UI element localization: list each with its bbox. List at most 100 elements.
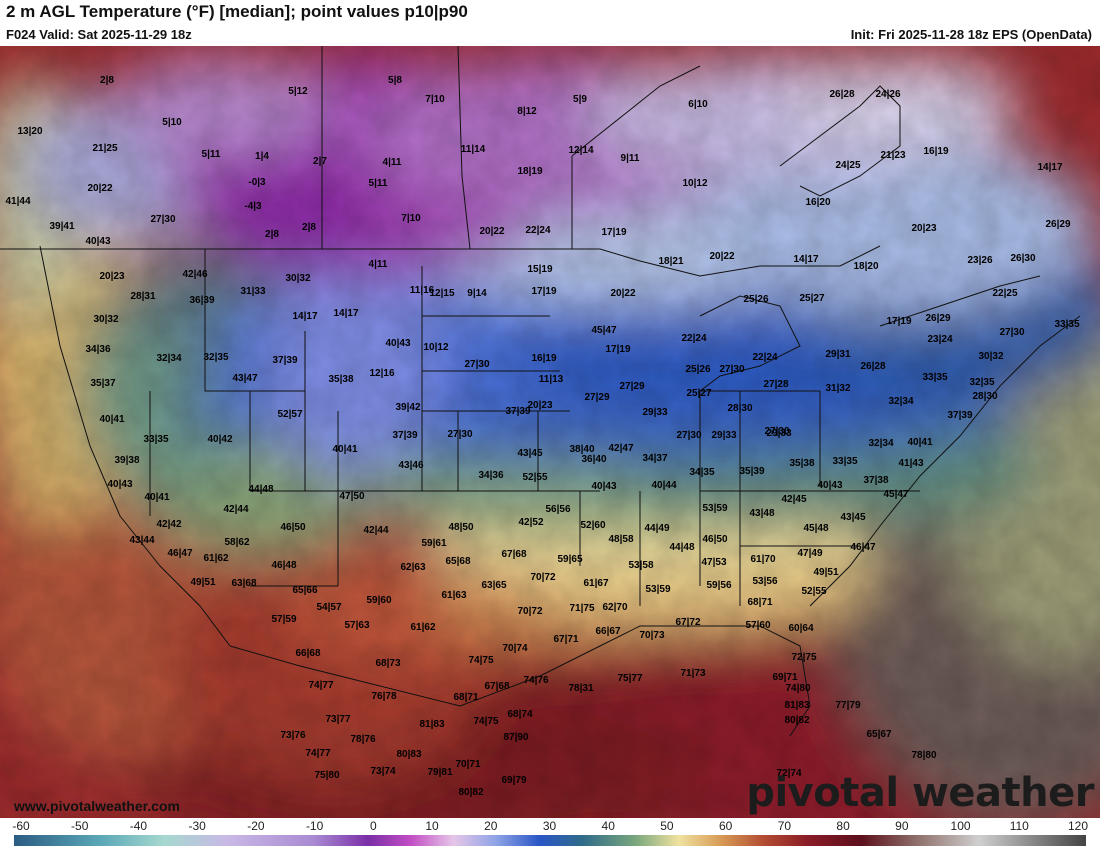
point-value: 5|12 <box>288 86 308 97</box>
point-value: 30|32 <box>93 314 119 325</box>
point-value: 66|68 <box>295 648 321 659</box>
point-value: 29|33 <box>711 430 737 441</box>
colorbar-tick-label: -20 <box>247 819 265 833</box>
point-value: 70|73 <box>639 630 665 641</box>
point-value: 59|60 <box>366 595 392 606</box>
point-value: 46|48 <box>271 560 297 571</box>
point-value: 57|59 <box>271 614 297 625</box>
point-value: 33|35 <box>1054 319 1080 330</box>
point-value: 42|44 <box>363 525 389 536</box>
point-value: 81|83 <box>784 700 810 711</box>
point-value: 52|60 <box>580 520 606 531</box>
point-value: 67|68 <box>501 549 527 560</box>
point-value: 47|53 <box>701 557 727 568</box>
point-value: 31|33 <box>240 286 266 297</box>
temperature-map: 2|8 5|12 5|8 7|10 5|9 6|10 26|28 24|26 13|20 5|10… <box>0 46 1100 818</box>
colorbar-tick-label: -30 <box>188 819 206 833</box>
point-value: 81|83 <box>419 719 445 730</box>
point-value: 43|48 <box>749 508 775 519</box>
point-value: 61|70 <box>750 554 776 565</box>
point-value: 57|63 <box>344 620 370 631</box>
temperature-field <box>0 46 1100 818</box>
init-time: Init: Fri 2025-11-28 18z EPS (OpenData) <box>850 27 1092 42</box>
point-value: 21|25 <box>92 143 118 154</box>
point-value: 26|28 <box>829 89 855 100</box>
point-value: 44|49 <box>644 523 670 534</box>
point-value: 20|22 <box>87 183 113 194</box>
point-value: 17|19 <box>886 316 912 327</box>
point-value: 74|76 <box>523 675 549 686</box>
point-value: 27|29 <box>619 381 645 392</box>
point-value: 46|47 <box>850 542 876 553</box>
colorbar-ticks: -60 -50 -40 -30 -20 -10 0 10 20 30 40 50 60 70 80 90 100… <box>0 819 1100 833</box>
point-value: 10|12 <box>682 178 708 189</box>
point-value: 37|39 <box>392 430 418 441</box>
point-value: 5|10 <box>162 117 182 128</box>
colorbar-tick-label: 0 <box>369 819 377 833</box>
point-value: 35|38 <box>789 458 815 469</box>
point-value: 2|8 <box>302 222 316 233</box>
point-value: 9|11 <box>620 153 640 164</box>
point-value: 27|30 <box>676 430 702 441</box>
colorbar: -60 -50 -40 -30 -20 -10 0 10 20 30 40 50 60 70 80 90 100… <box>0 818 1100 850</box>
point-value: 80|82 <box>458 787 484 798</box>
point-value: 53|56 <box>752 576 778 587</box>
point-value: 45|47 <box>591 325 617 336</box>
point-value: 5|9 <box>573 94 587 105</box>
point-value: 2|8 <box>100 75 114 86</box>
point-value: 17|19 <box>531 286 557 297</box>
point-value: 46|50 <box>702 534 728 545</box>
valid-time: F024 Valid: Sat 2025-11-29 18z <box>6 27 192 42</box>
point-value: 15|19 <box>527 264 553 275</box>
point-value: 7|10 <box>425 94 445 105</box>
point-value: 27|28 <box>763 379 789 390</box>
point-value: 35|38 <box>328 374 354 385</box>
point-value: 62|63 <box>400 562 426 573</box>
point-value: 39|38 <box>114 455 140 466</box>
point-value: 37|39 <box>272 355 298 366</box>
point-value: 41|43 <box>898 458 924 469</box>
point-value: 43|45 <box>840 512 866 523</box>
point-value: 77|79 <box>835 700 861 711</box>
point-value: 68|71 <box>747 597 773 608</box>
point-value: 16|19 <box>531 353 557 364</box>
point-value: 61|62 <box>203 553 229 564</box>
point-value: 26|29 <box>1045 219 1071 230</box>
point-value: 44|48 <box>669 542 695 553</box>
point-value: 67|71 <box>553 634 579 645</box>
point-value: 46|47 <box>167 548 193 559</box>
point-value: 32|34 <box>868 438 894 449</box>
point-value: 26|28 <box>860 361 886 372</box>
point-value: 20|22 <box>479 226 505 237</box>
point-value: 20|23 <box>527 400 553 411</box>
point-value: 42|44 <box>223 504 249 515</box>
point-value: 43|45 <box>517 448 543 459</box>
point-value: 45|47 <box>883 489 909 500</box>
point-value: 62|70 <box>602 602 628 613</box>
point-value: 53|59 <box>645 584 671 595</box>
point-value: 53|58 <box>628 560 654 571</box>
point-value: 37|39 <box>947 410 973 421</box>
point-value: 40|43 <box>107 479 133 490</box>
colorbar-tick-label: -50 <box>71 819 89 833</box>
point-value: 14|17 <box>333 308 359 319</box>
point-value: 66|67 <box>595 626 621 637</box>
point-value: 59|61 <box>421 538 447 549</box>
point-value: 40|41 <box>99 414 125 425</box>
point-value: 63|65 <box>481 580 507 591</box>
point-value: 40|43 <box>817 480 843 491</box>
point-value: 43|47 <box>232 373 258 384</box>
point-value: 75|77 <box>617 673 643 684</box>
point-value: 68|71 <box>453 692 479 703</box>
point-value: 63|68 <box>231 578 257 589</box>
point-value: 80|82 <box>784 715 810 726</box>
point-value: 5|8 <box>388 75 402 86</box>
point-value: 43|46 <box>398 460 424 471</box>
colorbar-tick-label: -60 <box>12 819 30 833</box>
colorbar-tick-label: 50 <box>660 819 674 833</box>
point-value: 8|12 <box>517 106 537 117</box>
point-value: 42|42 <box>156 519 182 530</box>
point-value: 18|20 <box>853 261 879 272</box>
point-value: 13|20 <box>17 126 43 137</box>
point-value: 78|76 <box>350 734 376 745</box>
